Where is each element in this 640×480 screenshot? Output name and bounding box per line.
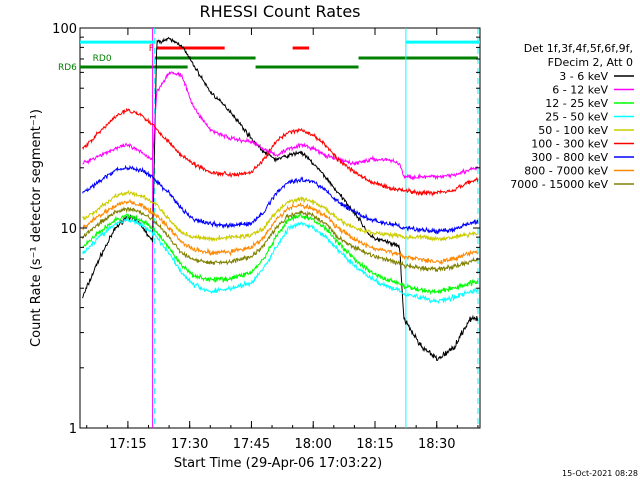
- legend-label-300-800-kev: 300 - 800 keV: [531, 151, 608, 164]
- legend-label-6-12-kev: 6 - 12 keV: [552, 84, 608, 97]
- legend-label-50-100-kev: 50 - 100 keV: [538, 124, 608, 137]
- series-line-12-25-kev: [82, 213, 479, 295]
- x-axis-label: Start Time (29-Apr-06 17:03:22): [174, 456, 382, 471]
- time-markers: [80, 28, 480, 428]
- chart-title: RHESSI Count Rates: [200, 2, 361, 21]
- flag-label-f: F: [149, 44, 154, 54]
- series-line-800-7000-kev: [82, 198, 479, 266]
- y-tick-label-100: 100: [52, 22, 77, 37]
- flag-bars: F RD0 RD6: [58, 44, 478, 73]
- x-tick-label-18-30: 18:30: [418, 437, 455, 452]
- x-tick-label-18-15: 18:15: [356, 437, 393, 452]
- plot-frame: [79, 27, 481, 429]
- y-tick-label-10: 10: [60, 222, 77, 237]
- series-line-50-100-kev: [82, 189, 479, 243]
- flag-label-rd0: RD0: [93, 54, 112, 64]
- series-line-6-12-kev: [82, 71, 479, 181]
- legend-header-line: Det 1f,3f,4f,5f,6f,9f,: [524, 42, 633, 55]
- legend: Det 1f,3f,4f,5f,6f,9f,FDecim 2, Att 03 -…: [510, 42, 634, 191]
- legend-label-12-25-kev: 12 - 25 keV: [545, 97, 608, 110]
- axes: 17:15 17:30 17:45 18:00 18:15 18:30 1 10 100: [52, 22, 480, 452]
- series-line-100-300-kev: [82, 107, 479, 197]
- legend-header-line: FDecim 2, Att 0: [548, 56, 633, 69]
- flag-label-rd6: RD6: [58, 63, 77, 73]
- legend-label-800-7000-kev: 800 - 7000 keV: [524, 165, 608, 178]
- y-tick-label-1: 1: [69, 422, 77, 437]
- x-tick-label-17-15: 17:15: [109, 437, 146, 452]
- series-lines: [82, 36, 479, 362]
- legend-label-7000-15000-kev: 7000 - 15000 keV: [510, 178, 608, 191]
- series-line-3-6-kev: [82, 36, 479, 362]
- legend-label-100-300-kev: 100 - 300 keV: [531, 138, 608, 151]
- footer-timestamp: 15-Oct-2021 08:28: [562, 469, 638, 478]
- series-line-300-800-kev: [82, 164, 479, 235]
- legend-label-3-6-kev: 3 - 6 keV: [559, 70, 608, 83]
- x-tick-label-18-00: 18:00: [294, 437, 331, 452]
- x-tick-label-17-30: 17:30: [171, 437, 208, 452]
- series-line-25-50-kev: [82, 215, 479, 305]
- x-tick-label-17-45: 17:45: [233, 437, 270, 452]
- series-line-7000-15000-kev: [82, 206, 479, 273]
- y-axis-label: Count Rate (s⁻¹ detector segment⁻¹): [29, 109, 44, 347]
- legend-label-25-50-kev: 25 - 50 keV: [545, 111, 608, 124]
